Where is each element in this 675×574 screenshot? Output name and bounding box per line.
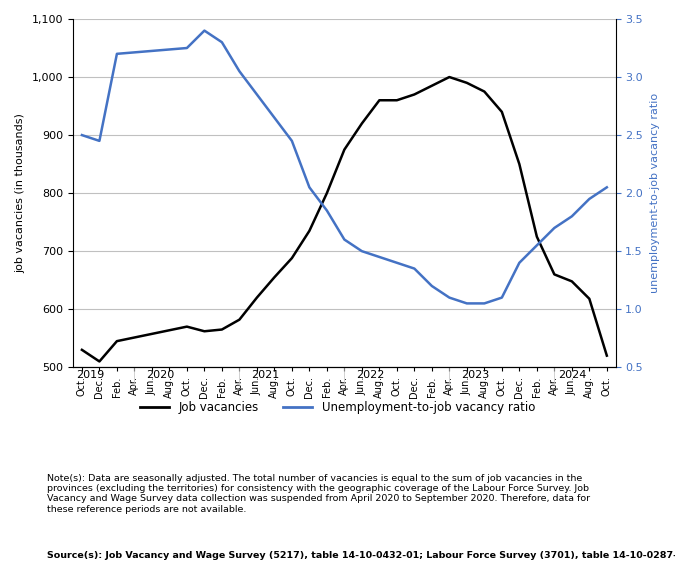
- Text: Note(s): Data are seasonally adjusted. The total number of vacancies is equal to: Note(s): Data are seasonally adjusted. T…: [47, 474, 591, 514]
- Y-axis label: job vacancies (in thousands): job vacancies (in thousands): [15, 113, 25, 273]
- Text: 2021: 2021: [252, 370, 279, 380]
- Y-axis label: unemployment-to-job vacancy ratio: unemployment-to-job vacancy ratio: [650, 93, 660, 293]
- Text: 2023: 2023: [462, 370, 490, 380]
- Text: 2020: 2020: [146, 370, 175, 380]
- Text: 2022: 2022: [356, 370, 385, 380]
- Text: Source(s): Job Vacancy and Wage Survey (5217), table 14-10-0432-01; Labour Force: Source(s): Job Vacancy and Wage Survey (…: [47, 551, 675, 560]
- Legend: Job vacancies, Unemployment-to-job vacancy ratio: Job vacancies, Unemployment-to-job vacan…: [135, 397, 540, 419]
- Text: 2024: 2024: [558, 370, 586, 380]
- Text: 2019: 2019: [76, 370, 105, 380]
